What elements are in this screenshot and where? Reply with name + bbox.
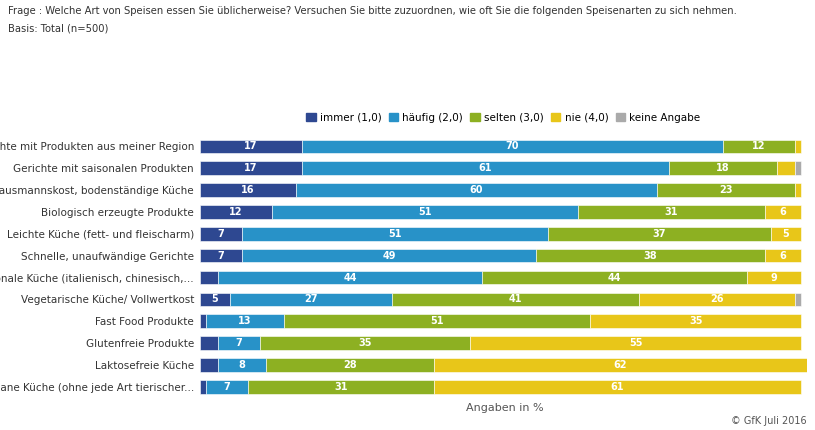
Bar xyxy=(230,292,392,306)
Text: 37: 37 xyxy=(653,229,667,239)
Text: 61: 61 xyxy=(610,382,624,392)
Text: © GfK Juli 2016: © GfK Juli 2016 xyxy=(731,416,807,426)
Bar xyxy=(795,162,801,175)
Bar xyxy=(200,183,296,197)
Text: 51: 51 xyxy=(430,316,444,326)
Bar xyxy=(536,249,764,262)
Bar xyxy=(296,183,657,197)
Text: 7: 7 xyxy=(218,229,224,239)
Bar xyxy=(764,249,801,262)
Bar xyxy=(434,358,807,372)
Bar xyxy=(795,140,801,153)
Text: 70: 70 xyxy=(505,141,519,151)
Bar xyxy=(200,205,272,219)
Text: 8: 8 xyxy=(238,360,245,370)
Bar xyxy=(200,271,218,284)
Bar xyxy=(434,380,801,393)
Text: 35: 35 xyxy=(689,316,703,326)
Bar xyxy=(248,380,434,393)
Text: Basis: Total (n=500): Basis: Total (n=500) xyxy=(8,24,108,34)
Text: 62: 62 xyxy=(614,360,628,370)
Text: 60: 60 xyxy=(469,185,483,195)
Text: 31: 31 xyxy=(334,382,348,392)
Text: 31: 31 xyxy=(665,207,678,217)
Bar xyxy=(795,292,801,306)
Text: 38: 38 xyxy=(644,251,658,261)
Text: 61: 61 xyxy=(478,163,492,173)
Bar xyxy=(771,227,801,241)
Bar xyxy=(590,314,801,328)
Bar xyxy=(482,271,747,284)
Legend: immer (1,0), häufig (2,0), selten (3,0), nie (4,0), keine Angabe: immer (1,0), häufig (2,0), selten (3,0),… xyxy=(306,113,700,123)
Bar xyxy=(200,227,242,241)
Bar xyxy=(200,249,242,262)
Text: 49: 49 xyxy=(382,251,396,261)
Text: 5: 5 xyxy=(782,229,789,239)
Text: 44: 44 xyxy=(343,273,357,283)
Text: 35: 35 xyxy=(359,338,372,348)
Text: Frage : Welche Art von Speisen essen Sie üblicherweise? Versuchen Sie bitte zuzu: Frage : Welche Art von Speisen essen Sie… xyxy=(8,6,737,16)
Bar xyxy=(392,292,638,306)
Bar xyxy=(747,271,801,284)
Bar xyxy=(218,271,482,284)
Text: 51: 51 xyxy=(418,207,432,217)
Text: 55: 55 xyxy=(628,338,642,348)
Text: 16: 16 xyxy=(241,185,254,195)
Text: Angaben in %: Angaben in % xyxy=(466,403,544,413)
Text: 18: 18 xyxy=(716,163,729,173)
Text: 27: 27 xyxy=(304,295,318,304)
Text: 12: 12 xyxy=(752,141,765,151)
Bar xyxy=(242,249,536,262)
Text: 28: 28 xyxy=(343,360,357,370)
Bar xyxy=(302,140,723,153)
Text: 5: 5 xyxy=(211,295,218,304)
Bar xyxy=(266,358,434,372)
Bar xyxy=(657,183,795,197)
Bar xyxy=(795,183,801,197)
Bar xyxy=(302,162,668,175)
Text: 26: 26 xyxy=(710,295,724,304)
Bar xyxy=(260,336,470,350)
Bar xyxy=(470,336,801,350)
Bar xyxy=(200,140,302,153)
Bar xyxy=(200,314,205,328)
Bar xyxy=(205,314,284,328)
Bar xyxy=(218,336,260,350)
Text: 23: 23 xyxy=(719,185,733,195)
Text: 41: 41 xyxy=(509,295,522,304)
Text: 9: 9 xyxy=(770,273,778,283)
Text: 6: 6 xyxy=(779,207,786,217)
Bar xyxy=(777,162,795,175)
Text: 6: 6 xyxy=(779,251,786,261)
Bar xyxy=(200,380,205,393)
Text: 44: 44 xyxy=(608,273,621,283)
Bar xyxy=(200,336,218,350)
Text: 51: 51 xyxy=(388,229,402,239)
Bar xyxy=(200,358,218,372)
Bar xyxy=(284,314,590,328)
Bar xyxy=(200,292,230,306)
Text: 17: 17 xyxy=(244,163,258,173)
Bar xyxy=(548,227,771,241)
Bar xyxy=(272,205,579,219)
Bar xyxy=(205,380,248,393)
Bar xyxy=(668,162,777,175)
Text: 13: 13 xyxy=(238,316,252,326)
Text: 17: 17 xyxy=(244,141,258,151)
Text: 7: 7 xyxy=(218,251,224,261)
Text: 7: 7 xyxy=(223,382,230,392)
Bar xyxy=(218,358,266,372)
Text: 7: 7 xyxy=(236,338,242,348)
Bar xyxy=(764,205,801,219)
Text: 12: 12 xyxy=(229,207,243,217)
Bar xyxy=(723,140,795,153)
Bar xyxy=(242,227,548,241)
Bar xyxy=(579,205,764,219)
Bar xyxy=(638,292,795,306)
Bar xyxy=(200,162,302,175)
